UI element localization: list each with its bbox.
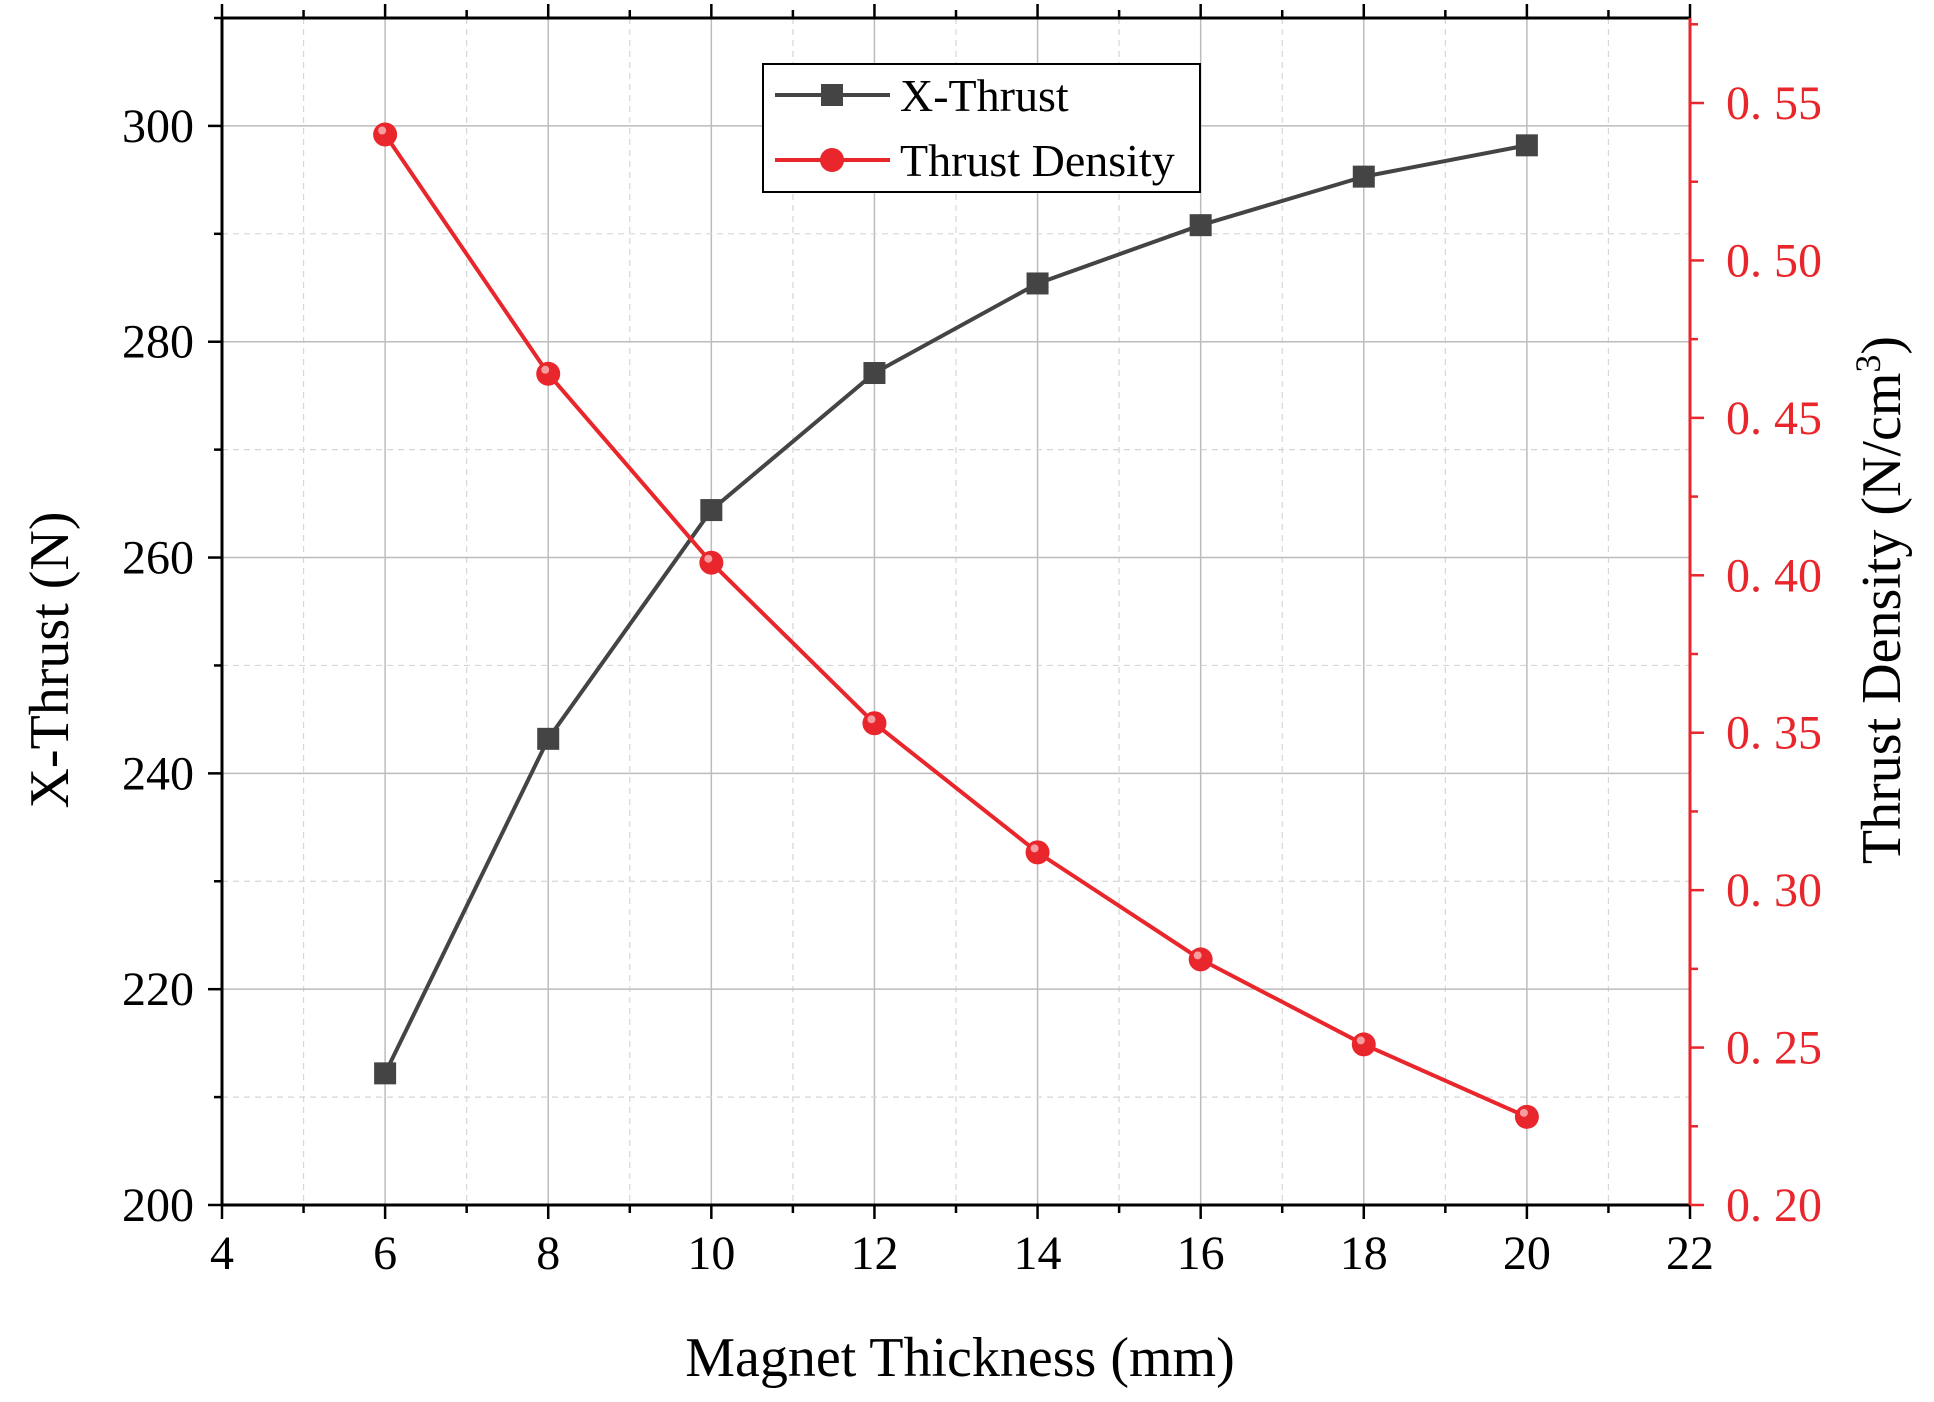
x-tick-label: 6 xyxy=(373,1227,397,1280)
thrust-density-point-highlight xyxy=(1193,951,1202,960)
y-left-tick-label: 300 xyxy=(122,100,194,153)
y-left-tick-label: 220 xyxy=(122,963,194,1016)
x-thrust-point xyxy=(1515,134,1538,157)
thrust-density-point xyxy=(1351,1032,1376,1057)
y-left-tick-label: 240 xyxy=(122,747,194,800)
thrust-density-point-highlight xyxy=(867,715,876,724)
y-right-tick-label: 0. 25 xyxy=(1726,1022,1822,1075)
y-right-tick-label: 0. 40 xyxy=(1726,549,1822,602)
y-right-tick-label: 0. 35 xyxy=(1726,707,1822,760)
thrust-density-point xyxy=(373,122,398,147)
thrust-density-point-highlight xyxy=(1519,1108,1528,1117)
right-axis-title-close: ) xyxy=(1851,336,1913,355)
x-tick-label: 14 xyxy=(1014,1227,1062,1280)
legend-marker-x-thrust xyxy=(821,84,843,106)
thrust-density-point xyxy=(1025,840,1050,865)
thrust-density-point-highlight xyxy=(541,365,550,374)
x-tick-label: 4 xyxy=(210,1227,234,1280)
x-tick-label: 20 xyxy=(1503,1227,1551,1280)
x-tick-label: 22 xyxy=(1666,1227,1714,1280)
series-line-1 xyxy=(383,133,1528,1119)
y-right-tick-label: 0. 20 xyxy=(1726,1179,1822,1232)
x-thrust-point xyxy=(537,727,560,750)
x-axis-title: Magnet Thickness (mm) xyxy=(685,1327,1235,1389)
legend-label-x-thrust: X-Thrust xyxy=(900,70,1069,121)
thrust-density-point xyxy=(699,550,724,575)
legend-marker-thrust-density xyxy=(820,148,844,172)
thrust-density-point-highlight xyxy=(704,554,713,563)
y-right-tick-label: 0. 30 xyxy=(1726,864,1822,917)
left-axis-title: X-Thrust (N) xyxy=(19,511,81,808)
thrust-density-point xyxy=(1514,1104,1539,1129)
axes xyxy=(208,4,1704,1219)
y-left-tick-label: 260 xyxy=(122,532,194,585)
thrust-density-point xyxy=(862,711,887,736)
series-markers xyxy=(373,122,1539,1129)
x-tick-label: 10 xyxy=(687,1227,735,1280)
x-tick-label: 18 xyxy=(1340,1227,1388,1280)
legend-label-thrust-density: Thrust Density xyxy=(900,135,1175,186)
y-left-tick-label: 200 xyxy=(122,1179,194,1232)
x-tick-label: 12 xyxy=(850,1227,898,1280)
thrust-density-point xyxy=(1188,947,1213,972)
legend: X-Thrust Thrust Density xyxy=(762,63,1201,193)
thrust-density-point-highlight xyxy=(1030,844,1039,853)
x-thrust-point xyxy=(1026,272,1049,295)
thrust-density-point-highlight xyxy=(1356,1036,1365,1045)
right-axis-title: Thrust Density (N/cm3) xyxy=(1848,336,1913,864)
right-axis-title-sup: 3 xyxy=(1848,355,1888,373)
y-left-tick-label: 280 xyxy=(122,316,194,369)
series-lines xyxy=(383,133,1528,1119)
right-axis-title-main: Thrust Density (N/cm xyxy=(1851,373,1913,864)
grid xyxy=(222,18,1690,1205)
thrust-density-point xyxy=(536,361,561,386)
y-right-tick-label: 0. 50 xyxy=(1726,234,1822,287)
x-tick-label: 8 xyxy=(536,1227,560,1280)
x-thrust-point xyxy=(1352,165,1375,188)
series-line-0 xyxy=(383,143,1528,1075)
y-right-tick-label: 0. 55 xyxy=(1726,77,1822,130)
tick-labels: 4 6 8 10 12 14 16 18 20 22 200 220 240 260 280 300 0. 20… xyxy=(122,77,1822,1280)
x-thrust-point xyxy=(1189,214,1212,237)
thrust-density-point-highlight xyxy=(378,126,387,135)
x-thrust-point xyxy=(374,1062,397,1085)
y-right-tick-label: 0. 45 xyxy=(1726,392,1822,445)
x-thrust-point xyxy=(863,362,886,385)
x-tick-label: 16 xyxy=(1177,1227,1225,1280)
x-thrust-point xyxy=(700,499,723,522)
